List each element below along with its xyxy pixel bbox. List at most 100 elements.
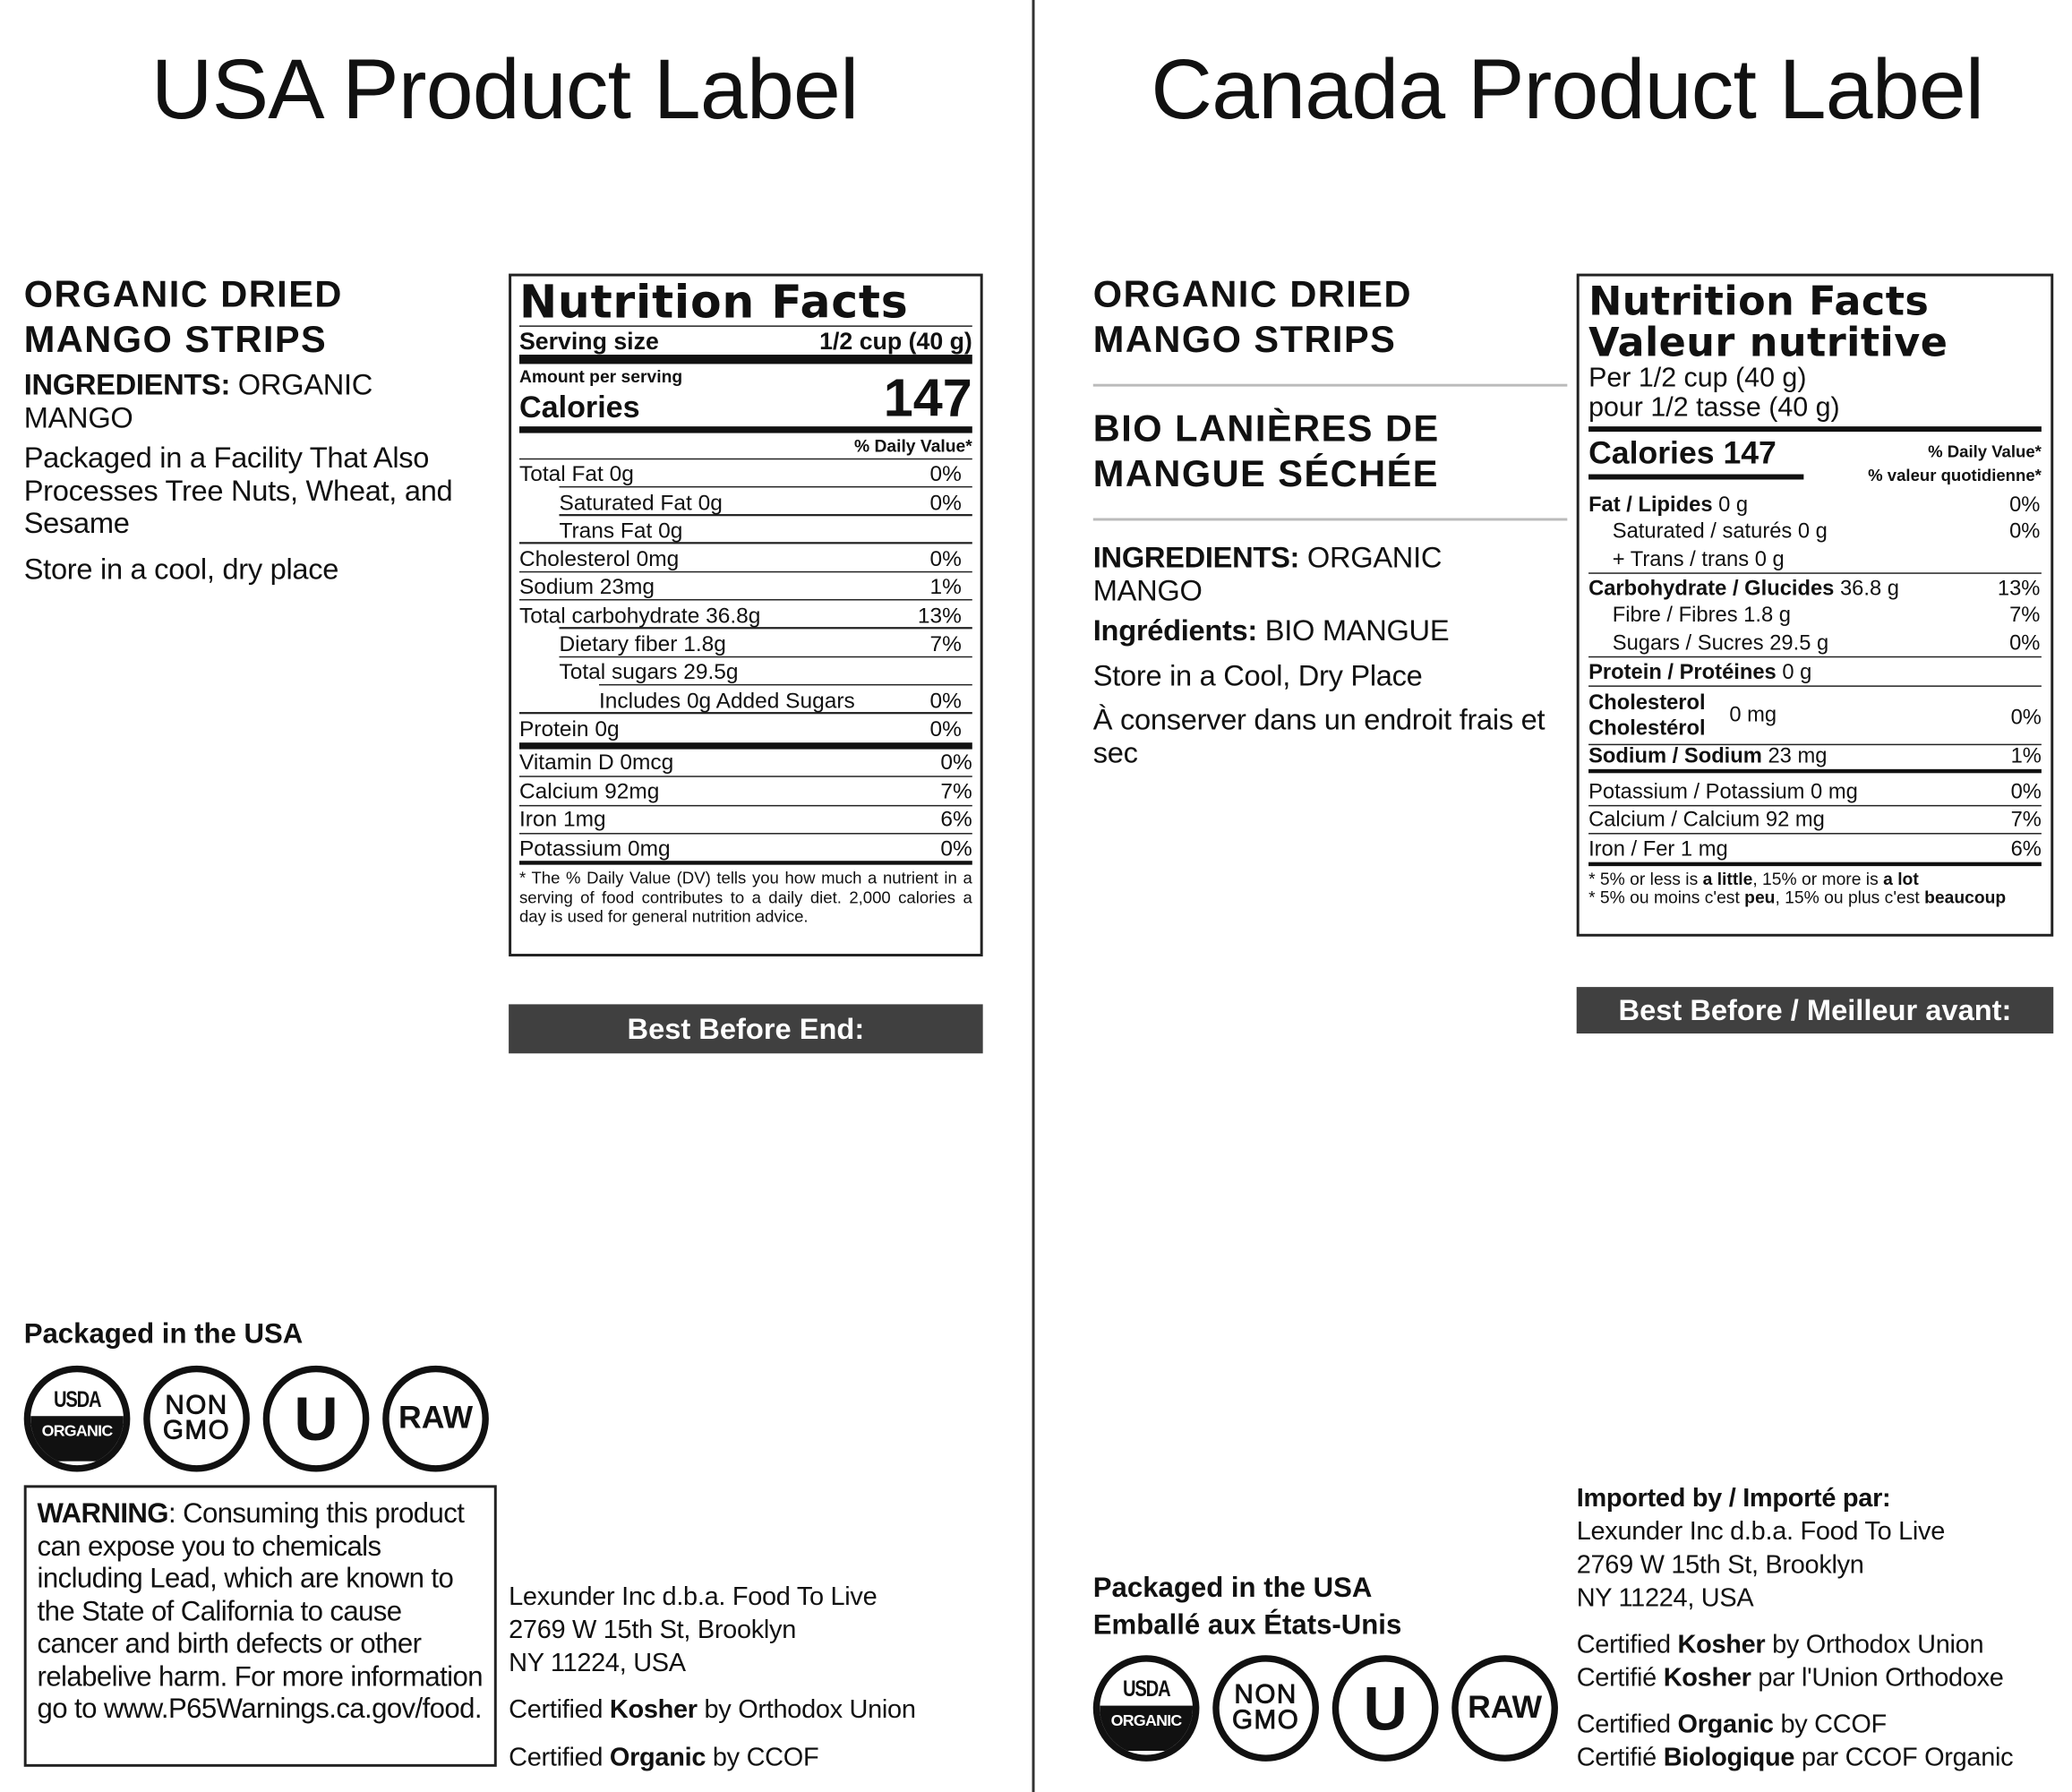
- nutrient-label: Sodium 23mg: [518, 576, 655, 600]
- nutrient-row: Saturated Fat 0g 0%: [518, 487, 972, 517]
- mineral-row: Iron / Fer 1 mg 6%: [1588, 834, 2042, 862]
- nutrient-row: Total Fat 0g 0%: [518, 459, 972, 488]
- nutrient-dv: 1%: [929, 576, 962, 600]
- nutrient-row-sodium: Sodium / Sodium 23 mg 1%: [1588, 744, 2042, 773]
- product-name-line: BIO LANIÈRES DE: [1092, 407, 1440, 450]
- usa-title: USA Product Label: [150, 40, 859, 137]
- imported-by-label: Imported by / Importé par:: [1576, 1483, 1891, 1513]
- orthodox-union-logo: U: [262, 1365, 370, 1472]
- vitamin-row: Calcium 92mg 7%: [518, 777, 972, 806]
- canada-title: Canada Product Label: [1151, 40, 1984, 137]
- warning-text: : Consuming this product can expose you …: [37, 1498, 484, 1725]
- nutrient-dv: 7%: [929, 632, 962, 656]
- nutrient-label: Protein 0g: [518, 716, 620, 742]
- nutrient-label: Iron 1mg: [518, 807, 606, 832]
- nutrient-dv: 0%: [2009, 632, 2041, 656]
- nutrient-label: Sugars / Sucres 29.5 g: [1588, 631, 1828, 656]
- best-before-field[interactable]: Best Before / Meilleur avant:: [1576, 987, 2054, 1034]
- usa-nutrition-facts: Nutrition Facts Serving size 1/2 cup (40…: [509, 273, 983, 956]
- nf-title: Nutrition Facts: [518, 276, 909, 330]
- nutrient-label: Cholesterol 0mg: [518, 547, 680, 572]
- product-name-line: MANGO STRIPS: [23, 318, 328, 360]
- nutrient-row: + Trans / trans 0 g: [1588, 544, 2042, 574]
- calories-label: Calories: [518, 389, 640, 424]
- ingredients-label: INGREDIENTS:: [23, 367, 231, 401]
- nutrient-amount: 0 g: [1712, 493, 1749, 517]
- logo-text: RAW: [1468, 1689, 1543, 1726]
- address-line: NY 11224, USA: [1576, 1583, 1754, 1613]
- divider: [1032, 0, 1035, 1792]
- calories: Calories 147: [1588, 432, 1804, 480]
- logo-text: RAW: [398, 1400, 474, 1436]
- canada-storage: Store in a Cool, Dry Place: [1092, 658, 1423, 692]
- nutrient-dv: 13%: [917, 604, 962, 629]
- nutrient-label: Dietary fiber 1.8g: [559, 632, 726, 656]
- nf-footnote: * 5% or less is a little, 15% or more is…: [1588, 868, 2007, 908]
- calories-row: Calories 147 % Daily Value* % valeur quo…: [1588, 432, 2042, 490]
- dv-header: % Daily Value*: [1928, 442, 2042, 461]
- logo-text: ORGANIC: [30, 1415, 124, 1461]
- nutrient-label-bold: Carbohydrate / Glucides: [1588, 577, 1835, 600]
- nutrient-label: Trans Fat 0g: [559, 519, 683, 544]
- logo-text: NON: [165, 1391, 228, 1420]
- usa-product-name: ORGANIC DRIED MANGO STRIPS: [24, 272, 343, 363]
- nutrient-row: Trans Fat 0g: [518, 516, 972, 545]
- thick-rule: [518, 742, 972, 750]
- usda-organic-logo: USDA ORGANIC: [23, 1365, 131, 1472]
- nutrient-label: Total carbohydrate 36.8g: [518, 604, 761, 629]
- canada-storage-fr: À conserver dans un endroit frais et sec: [1092, 702, 1545, 769]
- nutrient-dv: 0%: [929, 716, 962, 742]
- nutrient-label: Vitamin D 0mcg: [518, 750, 674, 776]
- vitamin-row: Potassium 0mg 0%: [519, 834, 972, 862]
- nutrient-dv: 0%: [929, 547, 962, 572]
- serving: Per 1/2 cup (40 g): [1588, 362, 1807, 394]
- nutrient-label-bold: Fat / Lipides: [1588, 493, 1713, 517]
- logo-text: NON: [1234, 1680, 1297, 1711]
- nutrient-label: Calcium 92mg: [518, 779, 660, 803]
- nutrient-dv: 0%: [940, 750, 972, 776]
- nutrient-label: Includes 0g Added Sugars: [598, 689, 855, 714]
- usa-packaged: Packaged in the USA: [23, 1318, 304, 1350]
- separator: [1092, 518, 1568, 521]
- nutrient-dv: 6%: [2010, 837, 2042, 861]
- nutrient-row-cholesterol: Cholesterol Cholestérol 0 mg 0%: [1588, 687, 2042, 746]
- canada-product-name-fr: BIO LANIÈRES DE MANGUE SÉCHÉE: [1093, 407, 1440, 497]
- nutrient-label: Fat / Lipides 0 g: [1588, 493, 1748, 518]
- prop65-warning: WARNING: Consuming this product can expo…: [23, 1485, 497, 1767]
- nutrient-label: Iron / Fer 1 mg: [1588, 837, 1728, 861]
- nf-title: Nutrition Facts: [1588, 279, 1930, 326]
- usa-cert-logos: USDA ORGANIC NON GMO U RAW: [23, 1365, 489, 1472]
- cert-line: Certified Kosher by Orthodox Union: [509, 1694, 916, 1725]
- canada-packaged: Packaged in the USA Emballé aux États-Un…: [1093, 1570, 1402, 1644]
- cert-line: Certified Organic by CCOF: [509, 1743, 819, 1772]
- canada-nutrition-facts: Nutrition Facts Valeur nutritive Per 1/2…: [1576, 273, 2054, 937]
- packaged-line: Packaged in the USA: [1092, 1573, 1373, 1604]
- best-before-field[interactable]: Best Before End:: [509, 1004, 983, 1054]
- nutrient-row: Fat / Lipides 0 g 0%: [1588, 490, 2042, 517]
- logo-text: GMO: [162, 1416, 231, 1445]
- nutrient-dv: 0%: [2009, 493, 2041, 517]
- product-name-line: ORGANIC DRIED: [23, 273, 343, 315]
- serving-label: Serving size: [518, 328, 659, 356]
- nutrient-label: Calcium / Calcium 92 mg: [1588, 808, 1825, 831]
- nutrient-row: Saturated / saturés 0 g 0%: [1588, 518, 2042, 544]
- thick-rule: [518, 355, 972, 364]
- nutrient-dv: 0%: [2009, 520, 2041, 544]
- nutrient-row: Carbohydrate / Glucides 36.8 g 13%: [1588, 574, 2042, 601]
- amount-per-serving: Amount per serving: [518, 366, 683, 387]
- dv-header-fr: % valeur quotidienne*: [1868, 466, 2042, 485]
- separator: [1092, 383, 1568, 387]
- vitamin-rows: Vitamin D 0mcg 0% Calcium 92mg 7% Iron 1mg 6%…: [518, 750, 972, 862]
- mineral-row: Calcium / Calcium 92 mg 7%: [1588, 806, 2042, 834]
- usa-storage: Store in a cool, dry place: [23, 553, 339, 587]
- address-line: 2769 W 15th St, Brooklyn: [509, 1615, 797, 1645]
- orthodox-union-logo: U: [1331, 1655, 1439, 1762]
- cert-line: Certifié Biologique par CCOF Organic: [1576, 1743, 2014, 1772]
- address-line: 2769 W 15th St, Brooklyn: [1576, 1550, 1864, 1580]
- serving-size-row: Serving size 1/2 cup (40 g): [518, 325, 972, 356]
- canada-product-name: ORGANIC DRIED MANGO STRIPS: [1093, 272, 1412, 363]
- nutrient-label: + Trans / trans 0 g: [1588, 547, 1785, 572]
- calories-row: Calories 147: [518, 372, 972, 424]
- nutrient-row: Total carbohydrate 36.8g 13%: [518, 601, 972, 630]
